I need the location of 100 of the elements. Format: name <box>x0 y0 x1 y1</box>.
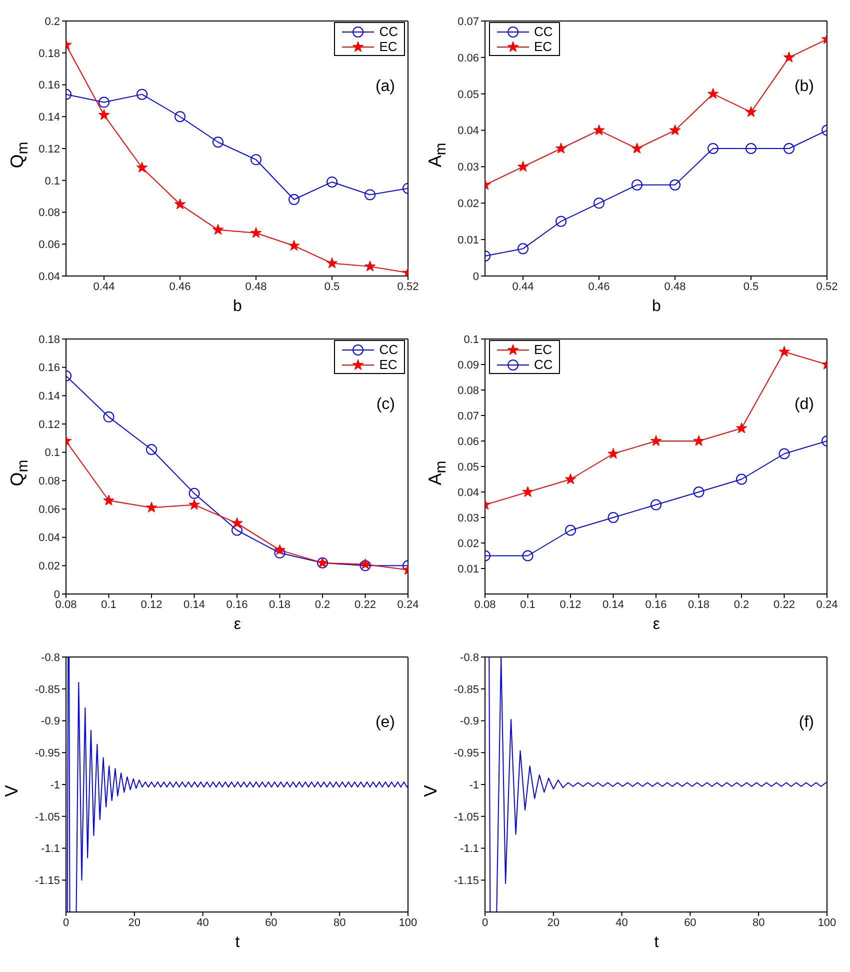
y-tick-label: -0.85 <box>454 684 479 696</box>
x-tick-label: 40 <box>616 916 628 929</box>
y-tick-label: -0.95 <box>34 748 60 760</box>
legend-label: EC <box>534 342 552 357</box>
legend-label: EC <box>379 39 398 54</box>
y-tick-label: 0.08 <box>38 207 60 220</box>
x-tick-label: 20 <box>128 916 141 929</box>
point <box>212 224 224 235</box>
x-tick-label: 0 <box>482 916 488 929</box>
y-tick-label: 0.07 <box>458 16 479 28</box>
y-axis-title: V <box>2 784 22 798</box>
y-tick-label: 0.06 <box>458 52 479 64</box>
annotation: (c) <box>376 396 395 414</box>
x-tick-label: 0.24 <box>397 598 419 611</box>
y-tick-label: 0.1 <box>44 447 60 460</box>
y-tick-label: 0.09 <box>458 359 479 372</box>
point <box>517 160 529 172</box>
x-tick-label: 0.16 <box>226 598 248 611</box>
point <box>608 512 619 523</box>
x-axis-title: b <box>651 298 662 316</box>
x-tick-label: 100 <box>818 916 836 929</box>
y-tick-label: 0.01 <box>458 563 479 576</box>
y-tick-label: 0.02 <box>38 560 60 573</box>
point <box>364 260 376 272</box>
x-tick-label: 0.52 <box>397 280 419 293</box>
y-tick-label: -1 <box>50 779 60 792</box>
point <box>232 524 242 536</box>
point <box>231 517 243 528</box>
x-tick-label: 0.52 <box>816 280 838 293</box>
annotation: (a) <box>375 78 395 96</box>
point <box>650 435 662 446</box>
legend-label: EC <box>379 357 398 372</box>
y-tick-label: 0.05 <box>458 461 479 474</box>
y-tick-label: -0.8 <box>460 652 479 664</box>
x-tick-label: 0.1 <box>101 598 116 611</box>
x-tick-label: 0.5 <box>324 280 340 293</box>
point <box>146 502 158 512</box>
point <box>136 88 148 100</box>
point <box>364 189 376 200</box>
point <box>555 142 567 154</box>
point <box>556 216 566 227</box>
x-tick-label: 0.14 <box>602 598 624 611</box>
y-tick-label: 0.12 <box>38 418 60 431</box>
point <box>608 448 619 458</box>
x-tick-label: 0.5 <box>743 280 759 293</box>
y-tick-label: -1.15 <box>34 875 60 888</box>
y-tick-label: 0.12 <box>38 143 60 156</box>
y-tick-label: 0.02 <box>458 538 479 550</box>
point <box>650 499 662 510</box>
y-tick-label: 0.16 <box>38 362 60 374</box>
x-tick-label: 0.12 <box>560 598 582 611</box>
y-tick-label: -0.8 <box>41 652 60 664</box>
point <box>360 560 371 572</box>
y-tick-label: 0.06 <box>38 239 60 252</box>
point <box>693 486 704 498</box>
point <box>522 550 534 562</box>
point <box>188 488 200 499</box>
y-tick-label: 0.04 <box>38 270 60 283</box>
y-tick-label: 0.2 <box>44 16 60 28</box>
y-tick-label: 0.18 <box>38 334 60 346</box>
point <box>670 179 680 190</box>
point <box>594 198 604 209</box>
x-tick-label: 0.12 <box>140 598 162 611</box>
point <box>274 547 286 558</box>
x-axis-title: t <box>234 934 241 952</box>
y-tick-label: -1.05 <box>34 811 60 824</box>
y-tick-label: 0.1 <box>44 175 60 188</box>
y-tick-label: -1 <box>469 779 479 792</box>
x-tick-label: 0.48 <box>245 280 267 293</box>
x-tick-label: 0.18 <box>269 598 290 611</box>
y-tick-label: 0.18 <box>38 48 60 60</box>
x-tick-label: 60 <box>684 916 696 929</box>
x-tick-label: 0 <box>62 916 70 929</box>
x-axis-title: t <box>653 934 660 952</box>
x-tick-label: 0.14 <box>184 598 205 611</box>
y-axis-title: V <box>420 784 442 798</box>
y-tick-label: 0.08 <box>458 384 479 397</box>
legend-label: EC <box>534 39 552 54</box>
point <box>565 524 576 536</box>
point <box>288 240 300 250</box>
point <box>778 346 790 356</box>
y-tick-label: 0.02 <box>458 198 479 210</box>
x-tick-label: 0.24 <box>816 598 838 611</box>
point <box>707 88 719 99</box>
y-tick-label: 0.14 <box>38 112 60 124</box>
x-axis-title: ε <box>232 616 242 634</box>
point <box>103 411 114 422</box>
y-tick-label: -0.9 <box>41 716 60 728</box>
point <box>784 143 794 154</box>
point <box>593 124 605 136</box>
x-tick-label: 80 <box>752 916 765 929</box>
x-tick-label: 40 <box>196 916 209 929</box>
point <box>188 498 200 510</box>
x-tick-label: 0.48 <box>664 280 686 293</box>
x-tick-label: 0.44 <box>93 280 115 293</box>
x-tick-label: 0.22 <box>354 598 376 611</box>
y-tick-label: 0.03 <box>458 162 479 174</box>
point <box>212 136 224 148</box>
y-tick-label: 0.16 <box>38 80 60 92</box>
point <box>146 444 157 455</box>
